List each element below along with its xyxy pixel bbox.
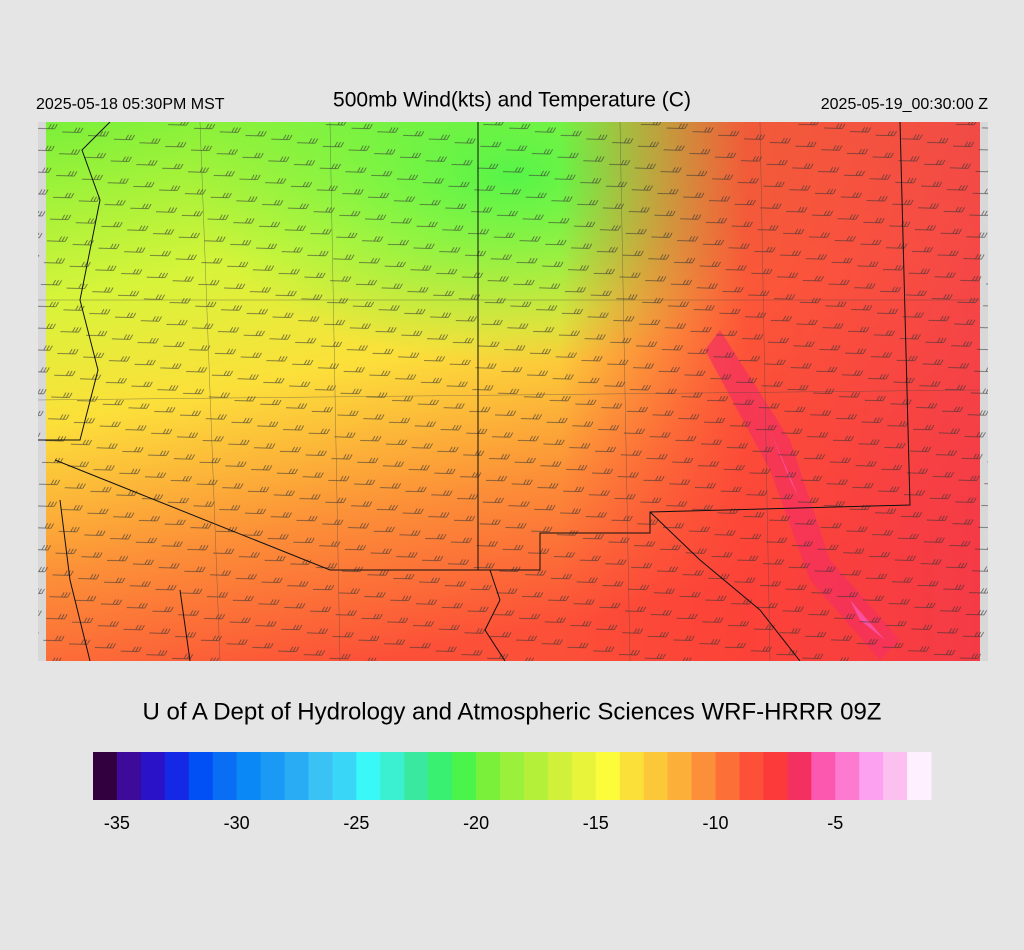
colorbar-swatch bbox=[380, 752, 405, 800]
local-time: 2025-05-18 05:30PM MST bbox=[36, 96, 225, 113]
colorbar: -35 -30 -25 -20 -15 -10 -5 bbox=[93, 752, 932, 833]
colorbar-swatch bbox=[595, 752, 621, 800]
colorbar-tick-label: -5 bbox=[827, 813, 843, 833]
colorbar-swatch bbox=[835, 752, 860, 800]
colorbar-swatch bbox=[859, 752, 884, 800]
colorbar-swatch bbox=[452, 752, 477, 800]
valid-time: 2025-05-19_00:30:00 Z bbox=[821, 96, 988, 113]
colorbar-swatch bbox=[691, 752, 717, 800]
colorbar-swatch bbox=[715, 752, 740, 800]
colorbar-tick-label: -20 bbox=[463, 813, 489, 833]
colorbar-swatch bbox=[571, 752, 597, 800]
colorbar-swatch bbox=[93, 752, 118, 800]
colorbar-swatch bbox=[643, 752, 669, 800]
colorbar-swatch bbox=[883, 752, 908, 800]
colorbar-swatch bbox=[188, 752, 214, 800]
map-title: 500mb Wind(kts) and Temperature (C) bbox=[333, 89, 691, 112]
colorbar-swatch bbox=[260, 752, 286, 800]
colorbar-swatch bbox=[116, 752, 142, 800]
colorbar-swatch bbox=[787, 752, 812, 800]
map-field bbox=[38, 122, 988, 661]
colorbar-swatch bbox=[140, 752, 166, 800]
colorbar-swatch bbox=[619, 752, 645, 800]
colorbar-swatch bbox=[763, 752, 788, 800]
credit: U of A Dept of Hydrology and Atmospheric… bbox=[143, 698, 882, 725]
colorbar-tick-label: -15 bbox=[583, 813, 609, 833]
colorbar-swatch bbox=[547, 752, 573, 800]
colorbar-swatch bbox=[356, 752, 381, 800]
colorbar-swatch bbox=[739, 752, 764, 800]
colorbar-tick-label: -25 bbox=[343, 813, 369, 833]
colorbar-swatch bbox=[907, 752, 932, 800]
colorbar-swatch bbox=[236, 752, 262, 800]
colorbar-swatch bbox=[523, 752, 549, 800]
colorbar-swatch bbox=[308, 752, 333, 800]
colorbar-tick-label: -35 bbox=[104, 813, 130, 833]
colorbar-swatch bbox=[428, 752, 453, 800]
colorbar-swatch bbox=[164, 752, 190, 800]
colorbar-tick-label: -30 bbox=[224, 813, 250, 833]
colorbar-swatch bbox=[284, 752, 309, 800]
colorbar-swatch bbox=[811, 752, 836, 800]
colorbar-tick-label: -10 bbox=[703, 813, 729, 833]
colorbar-swatch bbox=[476, 752, 501, 800]
colorbar-swatch bbox=[212, 752, 238, 800]
colorbar-swatch bbox=[667, 752, 693, 800]
colorbar-swatch bbox=[404, 752, 429, 800]
colorbar-swatch bbox=[500, 752, 525, 800]
colorbar-swatch bbox=[332, 752, 357, 800]
